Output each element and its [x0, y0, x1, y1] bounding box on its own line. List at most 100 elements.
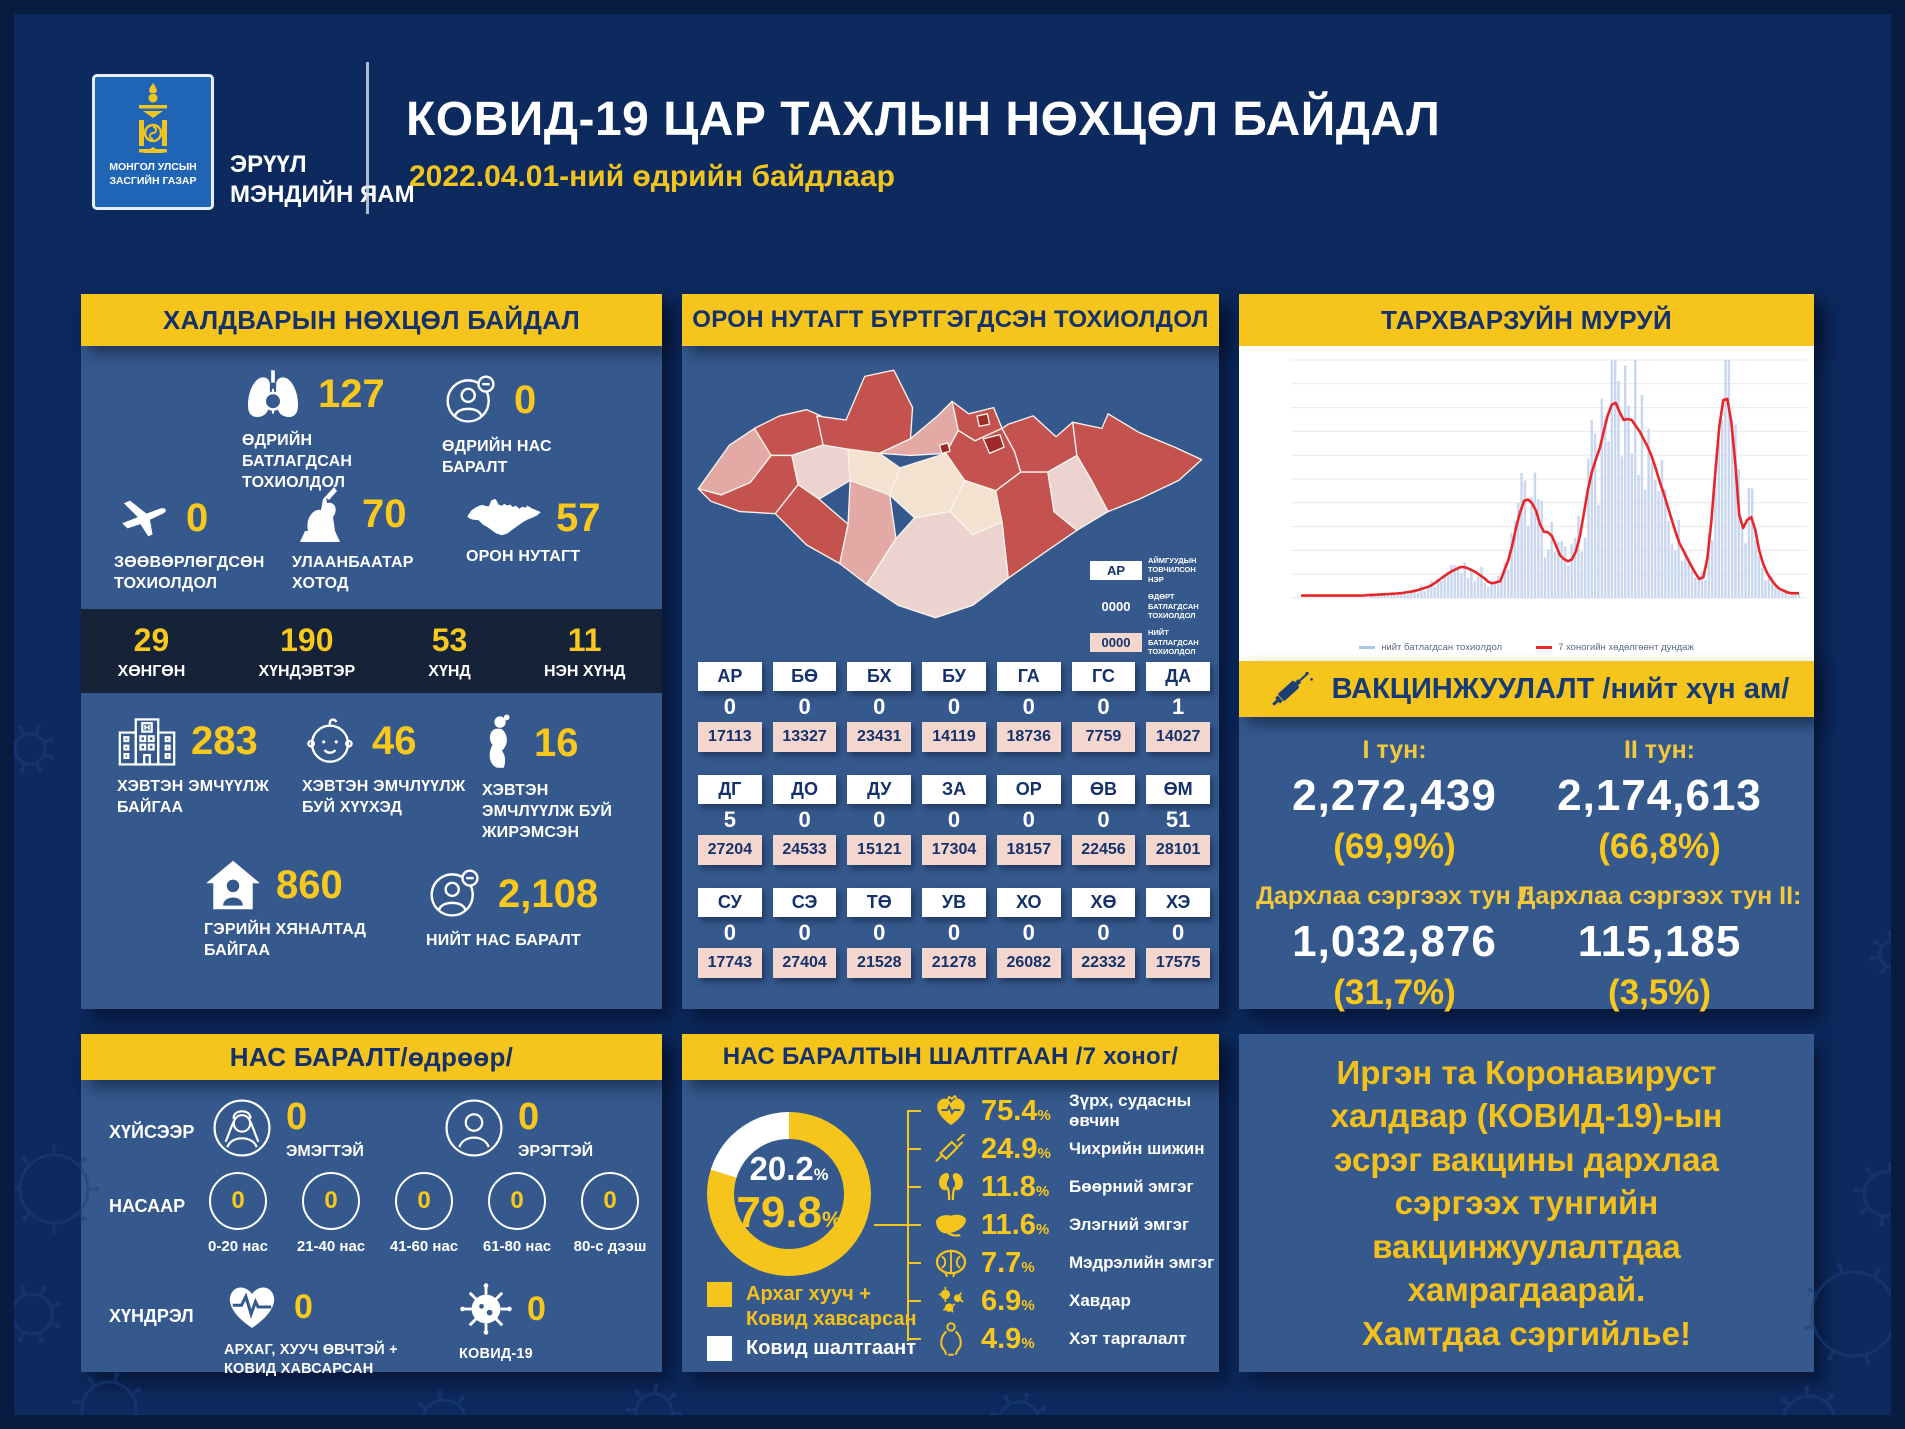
- age-count-circle: 0: [302, 1172, 360, 1230]
- region-cell-ГА: ГА 0 18736: [996, 662, 1061, 752]
- region-table-row: ДГ 5 27204 ДО 0 24533 ДУ 0 15121 ЗА 0 17304 ОР 0 18157…: [698, 775, 1211, 865]
- region-code-box: ДО: [772, 775, 837, 804]
- province-orkhon: [938, 442, 951, 455]
- cause-row: 75.4% Зүрх, судасны өвчин: [907, 1091, 1219, 1130]
- region-cell-ӨМ: ӨМ 51 28101: [1146, 775, 1211, 865]
- region-total-box: 27404: [772, 948, 837, 978]
- region-cell-ТӨ: ТӨ 0 21528: [847, 888, 912, 978]
- region-code-box: ТӨ: [847, 888, 912, 917]
- home-care-icon: [204, 859, 262, 911]
- region-code-box: ӨМ: [1146, 775, 1211, 804]
- region-daily-count: 0: [873, 920, 886, 945]
- cause-row: 7.7% Мэдрэлийн эмгэг: [907, 1244, 1219, 1282]
- region-daily-count: 51: [1165, 807, 1191, 832]
- cause-row: 11.6% Элэгний эмгэг: [907, 1206, 1219, 1244]
- region-cell-ДГ: ДГ 5 27204: [698, 775, 762, 865]
- stat-value: 57: [556, 495, 601, 540]
- government-logo: МОНГОЛ УЛСЫН ЗАСГИЙН ГАЗАР: [92, 74, 214, 210]
- region-cell-ДУ: ДУ 0 15121: [847, 775, 912, 865]
- cause-label: Зүрх, судасны өвчин: [1069, 1091, 1192, 1130]
- stat-local: 57 ОРОН НУТАГТ: [466, 497, 626, 568]
- stat-children: 46 ХЭВТЭН ЭМЧЛҮҮЛЖ БУЙ ХҮҮХЭД: [302, 714, 477, 819]
- region-code-box: ХӨ: [1071, 888, 1136, 917]
- region-cell-ӨВ: ӨВ 0 22456: [1071, 775, 1136, 865]
- region-total-box: 17304: [922, 835, 986, 865]
- male-count: 0: [518, 1096, 540, 1138]
- region-daily-count: 0: [723, 694, 736, 719]
- bracket-stub: [907, 1338, 921, 1340]
- region-daily-count: 0: [947, 807, 961, 832]
- age-group: 0 41-60 нас: [385, 1172, 463, 1257]
- donut-legend-covid: Ковид шалтгаант: [707, 1336, 937, 1361]
- dose-1: I тун: 2,272,439 (69,9%): [1292, 736, 1497, 866]
- complication-row-label: ХҮНДРЭЛ: [109, 1306, 194, 1326]
- heart-pulse-icon: [224, 1282, 280, 1332]
- cause-label: Мэдрэлийн эмгэг: [1069, 1253, 1215, 1272]
- virus-decoration-icon: [1803, 1263, 1891, 1365]
- comorbid-count: 0: [294, 1288, 313, 1326]
- booster-2: Дархлаа сэргээх тун II: 115,185 (3,5%): [1517, 882, 1802, 1012]
- stat-label: ӨДРИЙН БАТЛАГДСАН ТОХИОЛДОЛ: [242, 432, 353, 491]
- region-cell-БХ: БХ 0 23431: [847, 662, 912, 752]
- virus-decoration-icon: [14, 724, 55, 774]
- mongolia-province-map: [697, 369, 1203, 619]
- comorbid-swatch: [707, 1282, 732, 1307]
- legend-label: ӨДӨРТ БАТЛАГДСАН ТОХИОЛДОЛ: [1148, 592, 1199, 620]
- region-total-box: 14119: [922, 722, 986, 752]
- region-cell-БӨ: БӨ 0 13327: [772, 662, 837, 752]
- stat-daily-deaths: 0 ӨДРИЙН НАС БАРАЛТ: [442, 372, 617, 479]
- donut-center: 20.2% 79.8%: [734, 1139, 844, 1249]
- hospital-icon: [117, 714, 177, 768]
- covid-pct: 20.2%: [749, 1150, 829, 1187]
- male-icon: [442, 1096, 506, 1160]
- male-label: ЭРЭГТЭЙ: [518, 1143, 594, 1160]
- regions-panel-title: ОРОН НУТАГТ БҮРТГЭГДСЭН ТОХИОЛДОЛ: [682, 294, 1219, 346]
- region-total-box: 23431: [847, 722, 912, 752]
- cause-pct: 4.9%: [981, 1322, 1035, 1355]
- cause-pct: 7.7%: [981, 1246, 1035, 1279]
- death-causes-title: НАС БАРАЛТЫН ШАЛТГААН /7 хоног/: [682, 1034, 1219, 1080]
- soyombo-emblem-icon: [95, 83, 211, 157]
- region-daily-count: 0: [1022, 807, 1035, 832]
- region-cell-СУ: СУ 0 17743: [698, 888, 762, 978]
- male-deaths: 0 ЭРЭГТЭЙ: [442, 1096, 593, 1161]
- covid-only-label: КОВИД-19: [459, 1346, 533, 1362]
- region-daily-count: 0: [947, 920, 961, 945]
- kidney-icon: [931, 1171, 971, 1203]
- airplane-icon: [114, 492, 172, 544]
- stat-hospitalized: 283 ХЭВТЭН ЭМЧҮҮЛЖ БАЙГАА: [117, 714, 297, 819]
- cause-label: Хавдар: [1069, 1291, 1131, 1310]
- region-table-row: АР 0 17113 БӨ 0 13327 БХ 0 23431 БУ 0 14119 ГА 0 18736…: [698, 662, 1211, 752]
- child-icon: [302, 714, 358, 768]
- virus-decoration-icon: [417, 1389, 467, 1415]
- death-causes-donut: 20.2% 79.8%: [707, 1112, 871, 1276]
- region-code-box: БӨ: [772, 662, 837, 691]
- female-label: ЭМЭГТЭЙ: [286, 1143, 364, 1160]
- daily-deaths-panel: [81, 1034, 662, 1372]
- legend-daily-box: 0000: [1101, 598, 1131, 614]
- vaccination-title: ВАКЦИНЖУУЛАЛТ /нийт хүн ам/: [1331, 672, 1790, 705]
- region-daily-count: 0: [1097, 807, 1110, 832]
- virus-decoration-icon: [625, 1383, 683, 1415]
- region-daily-count: 0: [1022, 920, 1035, 945]
- region-total-box: 17575: [1146, 948, 1211, 978]
- region-daily-count: 0: [1097, 920, 1110, 945]
- psa-message-text: Иргэн та Коронавируст халдвар (КОВИД-19)…: [1330, 1053, 1723, 1352]
- region-daily-count: 0: [1097, 694, 1110, 719]
- region-daily-count: 0: [873, 694, 886, 719]
- cause-label: Чихрийн шижин: [1069, 1139, 1205, 1158]
- region-cell-ХЭ: ХЭ 0 17575: [1146, 888, 1211, 978]
- stat-label: ХЭВТЭН ЭМЧЛҮҮЛЖ БУЙ ЖИРЭМСЭН: [482, 782, 613, 841]
- region-code-box: ӨВ: [1071, 775, 1136, 804]
- stat-label: НИЙТ НАС БАРАЛТ: [426, 932, 581, 949]
- virus-decoration-icon: [72, 1372, 146, 1415]
- covid-swatch: [707, 1336, 732, 1361]
- bracket-stub: [907, 1148, 921, 1150]
- covid-only-deaths: 0 КОВИД-19: [459, 1282, 609, 1364]
- heart-icon: [931, 1095, 971, 1127]
- age-count-circle: 0: [395, 1172, 453, 1230]
- chart-legend: нийт батлагдсан тохиолдол 7 хоногийн хөд…: [1239, 642, 1814, 653]
- ministry-name: ЭРҮҮЛ МЭНДИЙН ЯАМ: [230, 151, 415, 208]
- province-omnogovi: [866, 510, 1009, 619]
